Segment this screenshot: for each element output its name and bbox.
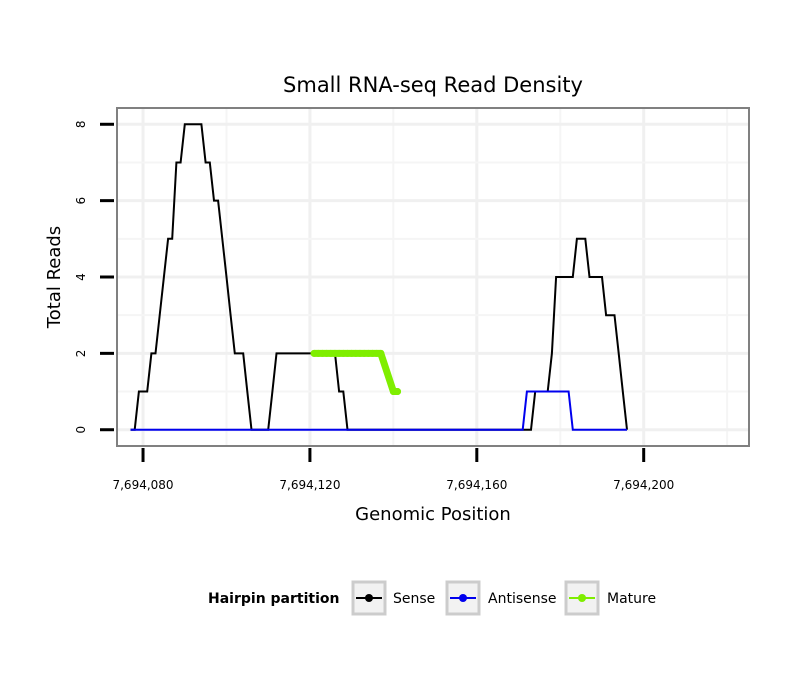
chart-title: Small RNA-seq Read Density [283, 73, 583, 97]
x-axis-title: Genomic Position [355, 504, 511, 525]
x-tick-label: 7,694,120 [279, 478, 340, 492]
x-tick-label: 7,694,160 [446, 478, 507, 492]
x-tick-label: 7,694,080 [112, 478, 173, 492]
y-tick-label: 0 [74, 426, 88, 434]
legend-key-point-sense [365, 594, 373, 602]
y-tick-label: 2 [74, 350, 88, 358]
legend-title: Hairpin partition [208, 591, 339, 607]
y-axis-title: Total Reads [44, 226, 65, 329]
y-axis: 0 2 4 6 8 [74, 120, 114, 434]
y-tick-label: 6 [74, 197, 88, 205]
series-line-sense [130, 123, 628, 431]
legend-key-point-mature [578, 594, 586, 602]
x-tick-label: 7,694,200 [613, 478, 674, 492]
series-point-mature [394, 388, 402, 396]
y-tick-label: 4 [74, 273, 88, 281]
legend-label-mature: Mature [607, 591, 656, 607]
series-line-antisense [130, 390, 627, 431]
y-tick-label: 8 [74, 120, 88, 128]
legend-label-sense: Sense [393, 591, 435, 607]
legend-key-point-antisense [459, 594, 467, 602]
legend: Hairpin partition Sense Antisense Mature [208, 580, 656, 616]
series-layer [130, 123, 628, 431]
series-point-mature [377, 349, 385, 357]
x-axis: 7,694,080 7,694,120 7,694,160 7,694,200 [112, 448, 674, 492]
legend-label-antisense: Antisense [488, 591, 557, 607]
